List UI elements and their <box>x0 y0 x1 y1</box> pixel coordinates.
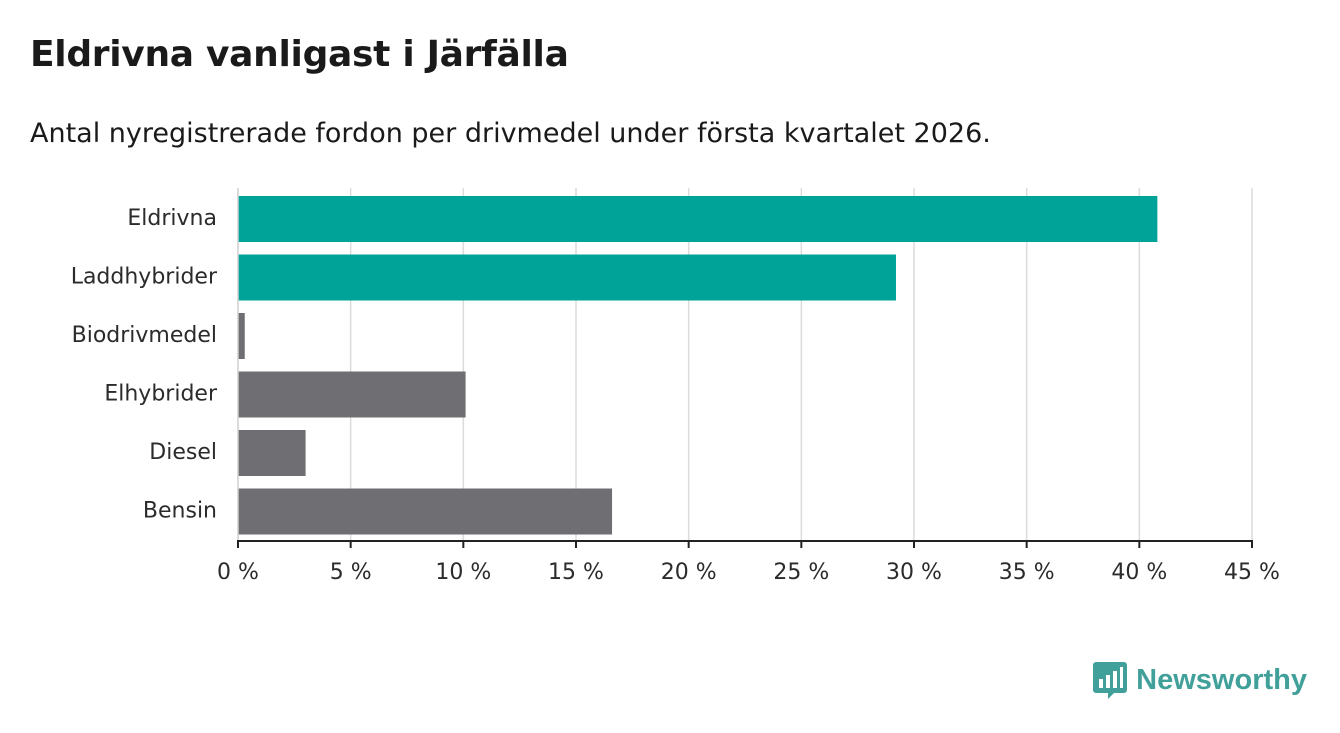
category-label: Diesel <box>149 440 217 465</box>
bar-chart: Eldrivna Laddhybrider Biodrivmedel Elhybrid… <box>71 188 1280 585</box>
brand-name: Newsworthy <box>1136 663 1307 696</box>
bar <box>238 430 306 476</box>
x-tick-label: 5 % <box>330 560 372 585</box>
bar <box>238 488 613 535</box>
bar <box>238 254 896 301</box>
category-label: Eldrivna <box>127 206 217 231</box>
x-tick-label: 25 % <box>773 560 829 585</box>
category-label: Biodrivmedel <box>72 323 217 348</box>
x-tick-label: 10 % <box>435 560 491 585</box>
category-label: Bensin <box>143 499 217 524</box>
x-tick-label: 40 % <box>1111 560 1167 585</box>
x-tick-label: 0 % <box>217 560 259 585</box>
bar <box>238 196 1158 242</box>
chart-subtitle: Antal nyregistrerade fordon per drivmede… <box>30 118 991 149</box>
x-tick-label: 15 % <box>548 560 604 585</box>
x-tick-label: 30 % <box>886 560 942 585</box>
x-tick-label: 45 % <box>1224 560 1280 585</box>
category-label: Laddhybrider <box>71 265 218 290</box>
bar <box>238 313 245 359</box>
x-tick-label: 20 % <box>661 560 717 585</box>
newsworthy-logo-icon <box>1093 662 1128 699</box>
bar <box>238 371 466 418</box>
chart-title: Eldrivna vanligast i Järfälla <box>30 34 569 75</box>
x-tick-label: 35 % <box>999 560 1055 585</box>
brand-logo: Newsworthy <box>1092 660 1307 700</box>
category-label: Elhybrider <box>104 382 218 407</box>
